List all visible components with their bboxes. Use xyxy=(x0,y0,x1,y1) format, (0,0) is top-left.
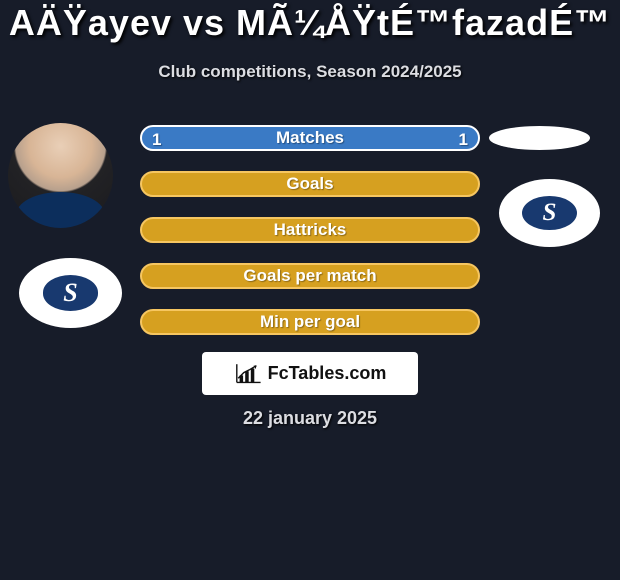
stat-label: Goals per match xyxy=(243,266,376,286)
fctables-label: FcTables.com xyxy=(268,363,387,384)
player-right-avatar xyxy=(489,126,590,150)
stat-left-value: 1 xyxy=(152,127,161,153)
club-left-badge-inner: S xyxy=(39,271,103,314)
fctables-badge: FcTables.com xyxy=(202,352,418,395)
page-title: AÄŸayev vs MÃ¼ÅŸtÉ™fazadÉ™ xyxy=(0,2,620,44)
stat-bar-goals: Goals xyxy=(140,171,480,197)
stat-bar-mpg: Min per goal xyxy=(140,309,480,335)
player-left-avatar xyxy=(8,123,113,228)
stat-bar-gpm: Goals per match xyxy=(140,263,480,289)
stat-label: Goals xyxy=(286,174,333,194)
stat-label: Min per goal xyxy=(260,312,360,332)
stat-label: Hattricks xyxy=(274,220,347,240)
club-right-badge: S xyxy=(499,179,600,247)
page-date: 22 january 2025 xyxy=(0,408,620,429)
stat-bar-hat: Hattricks xyxy=(140,217,480,243)
stat-label: Matches xyxy=(276,128,344,148)
club-left-badge: S xyxy=(19,258,122,328)
stat-right-value: 1 xyxy=(459,127,468,153)
page-subtitle: Club competitions, Season 2024/2025 xyxy=(0,62,620,82)
club-right-badge-inner: S xyxy=(518,192,581,234)
club-left-letter: S xyxy=(63,278,77,308)
stat-bar-matches: Matches 1 1 xyxy=(140,125,480,151)
club-right-letter: S xyxy=(543,199,557,227)
bar-chart-icon xyxy=(234,362,262,386)
